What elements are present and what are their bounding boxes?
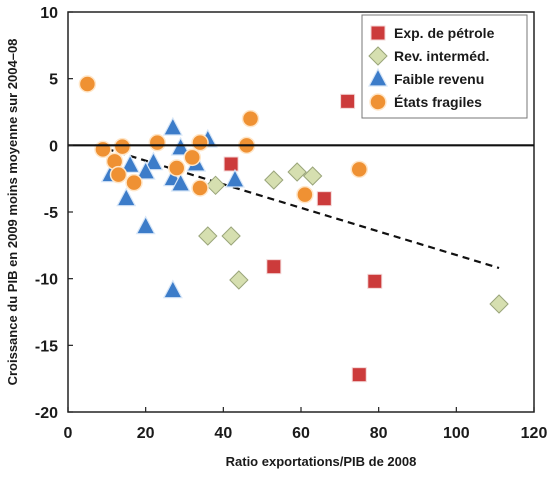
data-point-middle-income [287, 162, 307, 182]
data-point-middle-income [198, 226, 218, 246]
y-tick-label: -10 [35, 272, 58, 289]
data-point-middle-income [302, 166, 323, 186]
data-point-low-income [143, 151, 164, 171]
data-point-middle-income [489, 294, 509, 314]
legend-label: Exp. de pétrole [394, 25, 495, 41]
data-point-low-income [116, 187, 137, 207]
x-tick-label: 0 [64, 425, 73, 442]
trendline-layer [94, 144, 500, 270]
data-point-fragile-state [109, 165, 128, 184]
legend-marker [368, 67, 388, 87]
x-tick-label: 100 [443, 425, 470, 442]
legend-marker [370, 25, 386, 41]
legend: Exp. de pétrole Rev. interméd. Faible reve… [361, 14, 528, 119]
y-tick-label: 10 [40, 5, 58, 22]
data-point-low-income [170, 172, 191, 192]
y-tick-label: 0 [49, 138, 58, 155]
data-point-fragile-state [78, 75, 97, 93]
data-point-middle-income [264, 170, 284, 190]
y-tick-label: -5 [44, 205, 58, 222]
legend-marker [369, 93, 387, 111]
data-point-oil-exporter [367, 273, 383, 289]
data-point-oil-exporter [316, 191, 332, 207]
data-point-fragile-state [94, 140, 112, 159]
y-tick-label: -15 [35, 338, 58, 355]
data-point-fragile-state [148, 133, 167, 152]
data-point-low-income [120, 154, 141, 173]
trendline [94, 144, 500, 270]
axis-ticks: 0 20 40 60 80 100 120 10 5 0 -5 -10 -15 -20 [35, 5, 548, 442]
data-point-middle-income [221, 226, 241, 246]
legend-label: Rev. interméd. [394, 48, 489, 64]
data-point-low-income [162, 116, 183, 136]
x-tick-label: 20 [137, 425, 155, 442]
data-point-fragile-state [191, 133, 209, 152]
data-point-oil-exporter [223, 156, 239, 172]
data-point-fragile-state [191, 179, 209, 197]
data-point-fragile-state [350, 160, 368, 179]
data-point-low-income [135, 160, 156, 180]
x-tick-label: 40 [214, 425, 232, 442]
data-point-oil-exporter [266, 259, 282, 275]
data-point-oil-exporter [351, 367, 367, 383]
legend-label: Faible revenu [394, 71, 484, 87]
data-point-fragile-state [183, 148, 202, 167]
data-point-low-income [135, 215, 156, 235]
y-axis-title: Croissance du PIB en 2009 moins moyenne … [5, 39, 20, 386]
data-point-low-income [224, 168, 245, 188]
data-points-layer [78, 75, 509, 383]
x-tick-label: 80 [370, 425, 388, 442]
data-point-low-income [162, 279, 183, 299]
data-point-low-income [170, 136, 191, 156]
x-tick-label: 60 [292, 425, 310, 442]
x-tick-label: 120 [521, 425, 548, 442]
y-tick-label: 5 [49, 72, 58, 89]
data-point-fragile-state [241, 109, 260, 128]
data-point-fragile-state [167, 159, 186, 177]
data-point-fragile-state [296, 185, 314, 204]
data-point-middle-income [205, 175, 226, 196]
data-point-fragile-state [113, 137, 132, 156]
legend-label: États fragiles [394, 94, 482, 110]
y-tick-label: -20 [35, 405, 58, 422]
data-point-fragile-state [125, 173, 143, 192]
data-point-middle-income [229, 270, 249, 290]
x-axis-title: Ratio exportations/PIB de 2008 [226, 454, 417, 469]
data-point-oil-exporter [340, 93, 356, 109]
legend-marker [368, 46, 388, 66]
legend-box [361, 14, 528, 119]
